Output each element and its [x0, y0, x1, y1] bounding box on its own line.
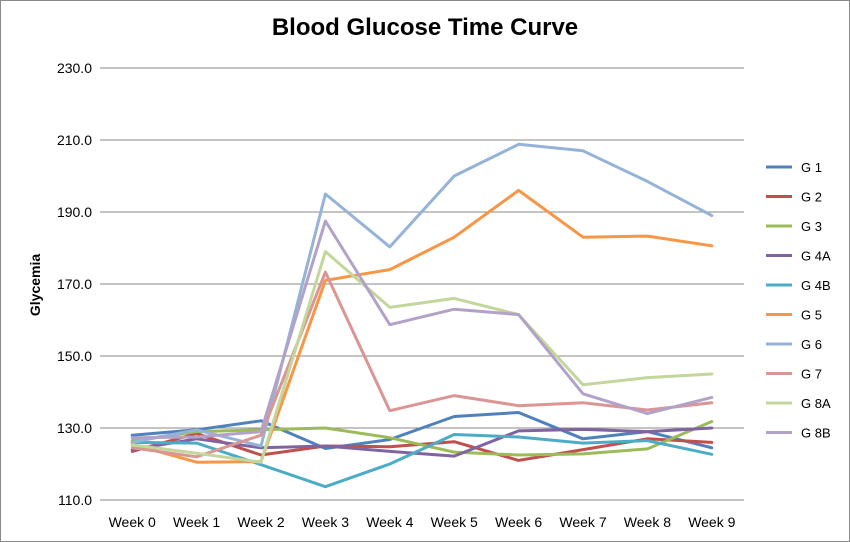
- legend-item: G 3: [766, 219, 822, 234]
- series-lines: [130, 142, 714, 489]
- series-line-g5: [130, 188, 714, 464]
- y-tick-label: 150.0: [57, 348, 92, 364]
- y-tick-label: 230.0: [57, 60, 92, 76]
- x-tick-label: Week 1: [173, 514, 220, 530]
- legend-item: G 6: [766, 337, 822, 352]
- legend-label: G 6: [801, 337, 822, 352]
- legend-item: G 5: [766, 308, 822, 323]
- chart-title: Blood Glucose Time Curve: [271, 14, 579, 41]
- legend-label: G 4B: [801, 278, 831, 293]
- legend-label: G 7: [801, 367, 822, 382]
- legend: G 1 G 2 G 3 G 4A G 4B G 5 G 6 G 7 G 8A G 8B: [766, 160, 831, 441]
- y-tick-label: 210.0: [57, 132, 92, 148]
- legend-label: G 8B: [801, 426, 831, 441]
- gridlines: [100, 67, 744, 501]
- x-tick-label: Week 7: [559, 514, 606, 530]
- series-line-g1: [130, 411, 714, 450]
- legend-label: G 5: [801, 308, 822, 323]
- legend-item: G 8A: [766, 396, 831, 411]
- legend-label: G 8A: [801, 396, 831, 411]
- x-tick-label: Week 4: [366, 514, 413, 530]
- y-tick-label: 130.0: [57, 420, 92, 436]
- legend-item: G 1: [766, 160, 822, 175]
- legend-item: G 8B: [766, 426, 831, 441]
- y-tick-label: 190.0: [57, 204, 92, 220]
- x-tick-label: Week 3: [302, 514, 349, 530]
- series-line-g4b: [130, 433, 714, 489]
- legend-item: G 4A: [766, 249, 831, 264]
- x-tick-label: Week 6: [495, 514, 542, 530]
- x-tick-label: Week 8: [624, 514, 671, 530]
- series-line-g7: [130, 270, 714, 459]
- legend-label: G 1: [801, 160, 822, 175]
- legend-item: G 4B: [766, 278, 831, 293]
- legend-item: G 7: [766, 367, 822, 382]
- x-tick-label: Week 2: [237, 514, 284, 530]
- y-axis-label: Glycemia: [27, 254, 43, 316]
- series-line-g6: [130, 142, 714, 448]
- y-tick-label: 110.0: [58, 492, 92, 508]
- series-line-g8a: [130, 250, 714, 464]
- series-line-g8b: [130, 219, 714, 440]
- x-tick-label: Week 5: [431, 514, 478, 530]
- legend-label: G 3: [801, 219, 822, 234]
- legend-item: G 2: [766, 190, 822, 205]
- series-line-g4a: [130, 426, 714, 458]
- y-tick-label: 170.0: [57, 276, 92, 292]
- legend-label: G 4A: [801, 249, 831, 264]
- legend-label: G 2: [801, 190, 822, 205]
- series-line-g3: [130, 420, 714, 457]
- x-tick-labels: Week 0 Week 1 Week 2 Week 3 Week 4 Week 5 Week…: [109, 514, 736, 530]
- x-tick-label: Week 0: [109, 514, 156, 530]
- x-tick-label: Week 9: [688, 514, 735, 530]
- y-tick-labels: 110.0 130.0 150.0 170.0 190.0 210.0 230.0: [57, 60, 92, 508]
